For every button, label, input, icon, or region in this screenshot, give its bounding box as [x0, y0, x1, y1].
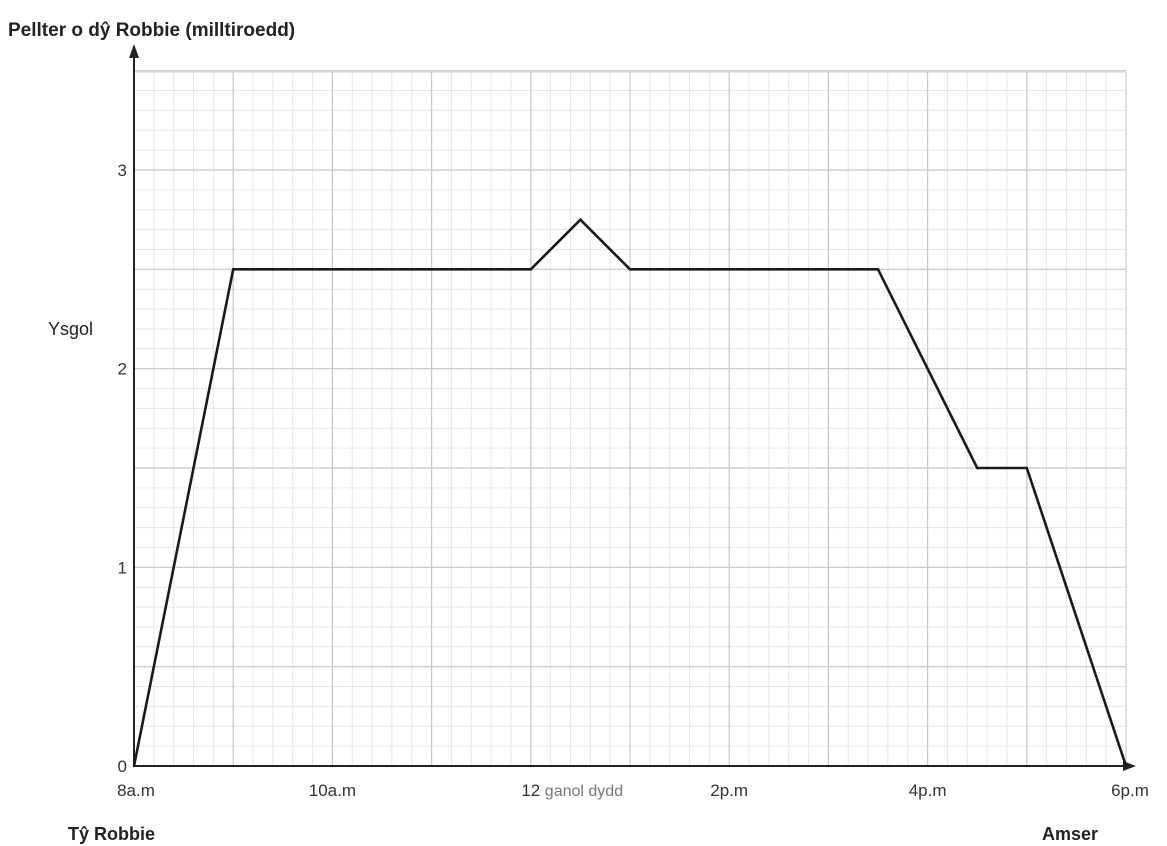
x-tick-label: 2p.m — [710, 781, 748, 800]
data-point — [628, 268, 632, 271]
data-point — [876, 268, 880, 271]
x-tick-label: 6p.m — [1111, 781, 1149, 800]
axes — [129, 44, 1136, 771]
data-point — [976, 466, 979, 470]
y-axis-arrow-icon — [129, 44, 139, 58]
data-point — [579, 218, 582, 221]
x-tick-label: 8a.m — [117, 781, 155, 800]
data-point — [1025, 466, 1029, 470]
y-tick-label: 1 — [118, 558, 127, 577]
x-tick-label: 4p.m — [909, 781, 947, 800]
series-layer — [132, 217, 1128, 768]
origin-label: Tŷ Robbie — [68, 824, 155, 844]
y-tick-labels: 0 1 2 3 — [118, 161, 127, 776]
data-point — [1124, 764, 1128, 768]
y-tick-label: 3 — [118, 161, 127, 180]
y-tick-label: 2 — [118, 360, 127, 379]
x-tick-label: 10a.m — [309, 781, 356, 800]
x-tick-label: 12 — [521, 781, 540, 800]
x-tick-labels: 8a.m 10a.m 12 ganol dydd 2p.m 4p.m 6p.m — [117, 781, 1149, 800]
x-axis-title: Amser — [1042, 824, 1098, 844]
y-axis-title: Pellter o dŷ Robbie (milltiroedd) — [8, 20, 295, 41]
data-point — [132, 764, 136, 768]
data-point — [529, 268, 532, 271]
school-annotation: Ysgol — [48, 319, 93, 339]
grid-major-lines — [133, 70, 1127, 767]
y-tick-label: 0 — [118, 757, 127, 776]
data-point — [232, 268, 235, 271]
x-tick-label-suffix: ganol dydd — [545, 783, 623, 800]
